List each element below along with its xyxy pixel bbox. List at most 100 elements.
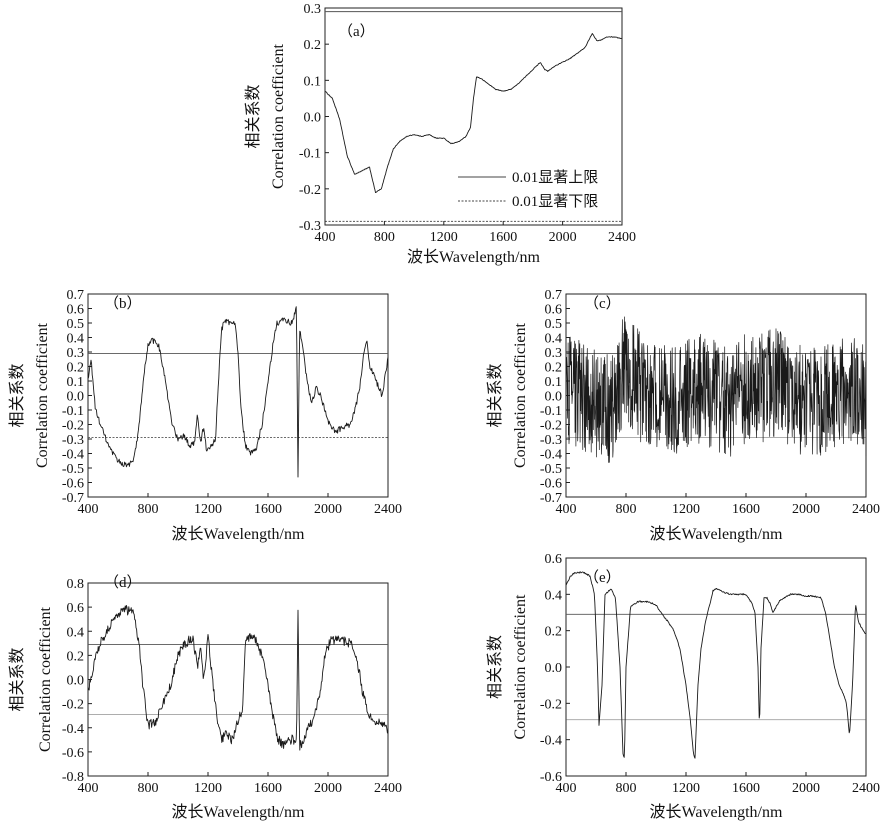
y-tick-label: 0.4 [545, 588, 563, 603]
y-tick-label: -0.3 [540, 433, 562, 448]
y-tick-label: 0.2 [304, 38, 322, 53]
chart-panel-b: 400 800 1200 1600 2000 2400-0.7-0.6-0.5-0.4-0… [8, 288, 402, 543]
y-tick-label: 0.0 [545, 390, 563, 405]
y-tick-label: 0.0 [545, 661, 563, 676]
panel-label-e: （e） [584, 569, 621, 586]
x-tick-label: 1600 [732, 781, 760, 796]
series-line-a [324, 33, 623, 194]
y-axis-label-en-c: Correlation coefficient [512, 322, 529, 468]
legend-label-upper: 0.01显著上限 [512, 169, 598, 186]
x-tick-label: 1200 [194, 781, 222, 796]
chart-panel-e: 400 800 1200 1600 2000 2400 -0.6 -0.4 -0.2 0.0 0.2… [486, 552, 880, 821]
y-axis-label-cn-e: 相关系数 [486, 635, 504, 699]
y-tick-label: -0.4 [540, 734, 562, 749]
y-tick-label: 0.3 [304, 2, 322, 17]
y-tick-label: 0.3 [67, 346, 85, 361]
x-tick-label: 2400 [852, 781, 880, 796]
y-tick-label: -0.1 [62, 404, 84, 419]
y-tick-label: 0.2 [545, 625, 563, 640]
series-line-c [565, 316, 867, 463]
y-tick-label: -0.2 [299, 183, 321, 198]
panel-label-d: （d） [104, 574, 142, 591]
y-axis-label-cn-c: 相关系数 [486, 363, 504, 427]
y-tick-label: 0.3 [545, 346, 563, 361]
y-tick-label: -0.6 [62, 477, 84, 492]
x-tick-label: 1600 [254, 502, 282, 517]
x-tick-label: 800 [616, 781, 637, 796]
x-tick-label: 800 [138, 781, 159, 796]
x-tick-label: 400 [78, 502, 99, 517]
y-tick-label: 0.5 [545, 317, 563, 332]
y-tick-label: -0.7 [62, 491, 84, 506]
y-tick-label: 0.0 [67, 390, 85, 405]
series-line-b [87, 306, 389, 478]
y-axis-label-cn-b: 相关系数 [8, 363, 26, 427]
y-tick-label: -0.5 [62, 462, 84, 477]
y-tick-label: 0.6 [545, 552, 563, 567]
x-tick-label: 2000 [792, 502, 820, 517]
y-tick-label: -0.7 [540, 491, 562, 506]
x-tick-label: 2000 [792, 781, 820, 796]
y-tick-label: 0.6 [67, 601, 85, 616]
y-axis-label-en-b: Correlation coefficient [34, 322, 51, 468]
y-tick-label: -0.2 [540, 697, 562, 712]
y-tick-label: 0.0 [304, 111, 322, 126]
y-tick-label: 0.7 [545, 288, 563, 303]
y-tick-label: 0.2 [67, 361, 85, 376]
plot-frame-b [87, 293, 389, 498]
y-tick-label: -0.8 [62, 770, 84, 785]
y-tick-label: -0.6 [540, 477, 562, 492]
x-tick-label: 2400 [374, 502, 402, 517]
chart-panel-a: 400 800 1200 1600 2000 2400 -0.3 -0.2 -0.1 0.0 0.1… [244, 2, 636, 266]
x-tick-label: 1200 [672, 502, 700, 517]
y-tick-label: 0.4 [67, 625, 85, 640]
x-tick-label: 2000 [314, 781, 342, 796]
y-axis-label-en-d: Correlation coefficient [37, 606, 54, 752]
x-tick-label: 1600 [732, 502, 760, 517]
y-tick-label: -0.4 [62, 722, 84, 737]
y-tick-label: -0.1 [540, 404, 562, 419]
y-axis-label-cn-d: 相关系数 [8, 647, 26, 711]
legend-label-lower: 0.01显著下限 [512, 193, 598, 210]
panel-label-b: （b） [104, 295, 142, 312]
y-tick-label: 0.1 [67, 375, 85, 390]
x-tick-label: 1600 [254, 781, 282, 796]
x-tick-label: 2400 [852, 502, 880, 517]
x-tick-label: 400 [556, 502, 577, 517]
y-tick-label: -0.4 [540, 448, 562, 463]
y-axis-label-en-a: Correlation coefficient [270, 43, 287, 189]
y-tick-label: -0.1 [299, 147, 321, 162]
y-tick-label: 0.7 [67, 288, 85, 303]
y-tick-label: -0.2 [62, 419, 84, 434]
x-tick-label: 800 [374, 230, 395, 245]
x-tick-label: 1200 [430, 230, 458, 245]
x-tick-label: 2400 [608, 230, 636, 245]
x-tick-label: 2000 [314, 502, 342, 517]
y-tick-label: -0.3 [299, 219, 321, 234]
y-axis-label-en-e: Correlation coefficient [512, 594, 529, 740]
y-tick-label: -0.2 [540, 419, 562, 434]
plot-frame-a [324, 7, 623, 226]
y-tick-label: 0.1 [304, 74, 322, 89]
x-axis-label-e: 波长Wavelength/nm [650, 803, 783, 821]
plot-frame-e [565, 557, 867, 777]
y-tick-label: -0.2 [62, 698, 84, 713]
x-tick-label: 1200 [672, 781, 700, 796]
chart-panel-c: 400 800 1200 1600 2000 2400-0.7-0.6-0.5-0.4-0… [486, 288, 880, 543]
y-tick-label: -0.6 [62, 746, 84, 761]
x-tick-label: 1600 [489, 230, 517, 245]
x-tick-label: 800 [138, 502, 159, 517]
y-tick-label: 0.1 [545, 375, 563, 390]
series-line-e [565, 571, 867, 759]
x-axis-label-b: 波长Wavelength/nm [172, 525, 305, 543]
x-tick-label: 400 [315, 230, 336, 245]
series-line-d [87, 604, 389, 751]
y-tick-label: 0.6 [545, 303, 563, 318]
y-tick-label: 0.5 [67, 317, 85, 332]
y-axis-label-cn-a: 相关系数 [244, 84, 262, 148]
x-axis-label-d: 波长Wavelength/nm [172, 803, 305, 821]
x-tick-label: 800 [616, 502, 637, 517]
x-tick-label: 2000 [549, 230, 577, 245]
y-tick-label: 0.8 [67, 577, 85, 592]
